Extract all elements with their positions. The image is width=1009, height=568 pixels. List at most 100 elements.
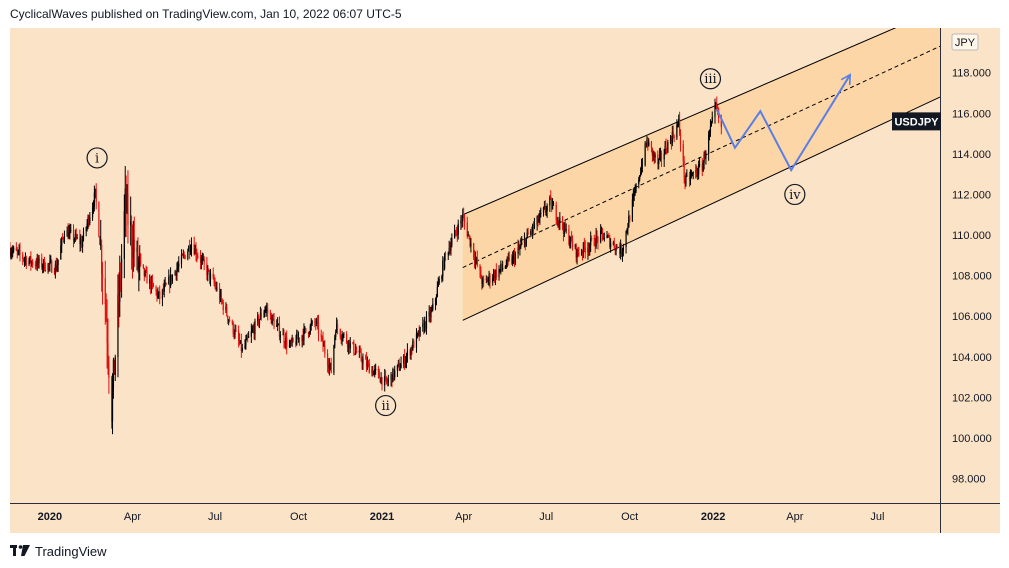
candle-body bbox=[308, 332, 311, 335]
candle-body bbox=[486, 278, 488, 282]
candle-body bbox=[168, 276, 170, 285]
candlestick-series bbox=[10, 96, 722, 435]
candle-body bbox=[133, 239, 135, 253]
candle-body bbox=[590, 238, 592, 246]
candle-body bbox=[247, 336, 249, 338]
candle-body bbox=[377, 368, 379, 372]
candle-body bbox=[238, 331, 240, 341]
candle-body bbox=[359, 350, 361, 352]
candle-body bbox=[659, 154, 661, 159]
candle-body bbox=[180, 254, 183, 264]
candle-body bbox=[507, 257, 509, 259]
candle-body bbox=[456, 232, 458, 235]
candle-body bbox=[311, 321, 313, 324]
candle-body bbox=[613, 242, 615, 249]
candle-body bbox=[431, 309, 433, 311]
candle-body bbox=[469, 236, 471, 247]
candle-body bbox=[685, 175, 687, 184]
candle-body bbox=[362, 358, 364, 364]
candle-body bbox=[336, 323, 339, 330]
candle-body bbox=[235, 330, 237, 332]
candle-body bbox=[127, 193, 129, 225]
candle-body bbox=[646, 139, 648, 146]
candle-body bbox=[499, 268, 501, 270]
candle-body bbox=[485, 278, 487, 280]
candle-body bbox=[385, 376, 388, 382]
candle-body bbox=[263, 312, 265, 318]
wave-label-iv: iv bbox=[789, 188, 801, 203]
candle-body bbox=[506, 257, 508, 266]
candle-body bbox=[531, 230, 533, 232]
candle-body bbox=[240, 340, 242, 351]
candle-body bbox=[678, 119, 680, 124]
candle-body bbox=[543, 206, 546, 208]
candle-body bbox=[367, 362, 369, 364]
candle-body bbox=[174, 271, 176, 276]
candle-body bbox=[455, 232, 457, 234]
candle-body bbox=[690, 174, 692, 176]
candle-body bbox=[504, 266, 506, 269]
candle-body bbox=[640, 165, 643, 173]
candle-body bbox=[493, 272, 496, 279]
candle-body bbox=[691, 173, 693, 175]
candle-body bbox=[375, 368, 377, 370]
candle-body bbox=[47, 264, 49, 271]
x-tick-label: Apr bbox=[124, 511, 141, 523]
chart-area[interactable]: i ii iii iv 98.000 100.000 102.000 104.000 106.… bbox=[10, 28, 1000, 533]
candle-body bbox=[189, 250, 192, 253]
candle-body bbox=[80, 240, 82, 245]
candle-body bbox=[411, 347, 413, 350]
candle-body bbox=[696, 170, 698, 175]
candle-body bbox=[212, 273, 214, 279]
candle-body bbox=[25, 257, 27, 265]
candle-body bbox=[50, 261, 52, 263]
candle-body bbox=[213, 278, 215, 284]
candle-body bbox=[482, 279, 484, 285]
candle-body bbox=[305, 328, 307, 332]
candle-body bbox=[708, 134, 710, 154]
candle-body bbox=[371, 369, 373, 374]
candle-body bbox=[346, 334, 348, 343]
candle-body bbox=[562, 227, 565, 234]
candle-body bbox=[226, 307, 228, 316]
candle-body bbox=[18, 249, 20, 251]
candle-body bbox=[171, 275, 174, 282]
candle-body bbox=[291, 338, 293, 343]
candle-body bbox=[130, 221, 133, 249]
candle-body bbox=[663, 153, 665, 160]
candle-body bbox=[56, 265, 58, 271]
candle-body bbox=[100, 244, 102, 246]
candle-body bbox=[139, 254, 141, 263]
candle-body bbox=[432, 303, 434, 310]
y-tick-label: 106.000 bbox=[952, 311, 992, 323]
candle-body bbox=[290, 341, 292, 343]
candle-body bbox=[396, 364, 399, 371]
x-tick-label: 2021 bbox=[370, 511, 394, 523]
candle-body bbox=[314, 321, 316, 323]
candle-body bbox=[625, 231, 627, 248]
candle-body bbox=[150, 279, 153, 289]
candle-body bbox=[716, 103, 718, 109]
candle-body bbox=[698, 164, 701, 166]
candle-body bbox=[158, 291, 160, 294]
x-tick-label: Oct bbox=[290, 511, 307, 523]
candle-body bbox=[183, 254, 185, 256]
candle-body bbox=[627, 227, 629, 231]
candle-body bbox=[581, 251, 583, 255]
candle-body bbox=[526, 232, 528, 238]
candle-body bbox=[51, 261, 53, 273]
candle-body bbox=[138, 262, 140, 268]
candle-body bbox=[502, 268, 504, 270]
candle-body bbox=[391, 374, 393, 383]
candle-body bbox=[619, 248, 621, 254]
candle-body bbox=[203, 258, 205, 264]
candle-body bbox=[248, 336, 250, 338]
candle-body bbox=[340, 336, 342, 339]
candle-body bbox=[178, 263, 180, 267]
candle-body bbox=[659, 153, 662, 155]
currency-label: JPY bbox=[955, 37, 976, 49]
candle-body bbox=[145, 270, 147, 272]
candle-body bbox=[347, 340, 350, 348]
candle-body bbox=[524, 238, 526, 246]
